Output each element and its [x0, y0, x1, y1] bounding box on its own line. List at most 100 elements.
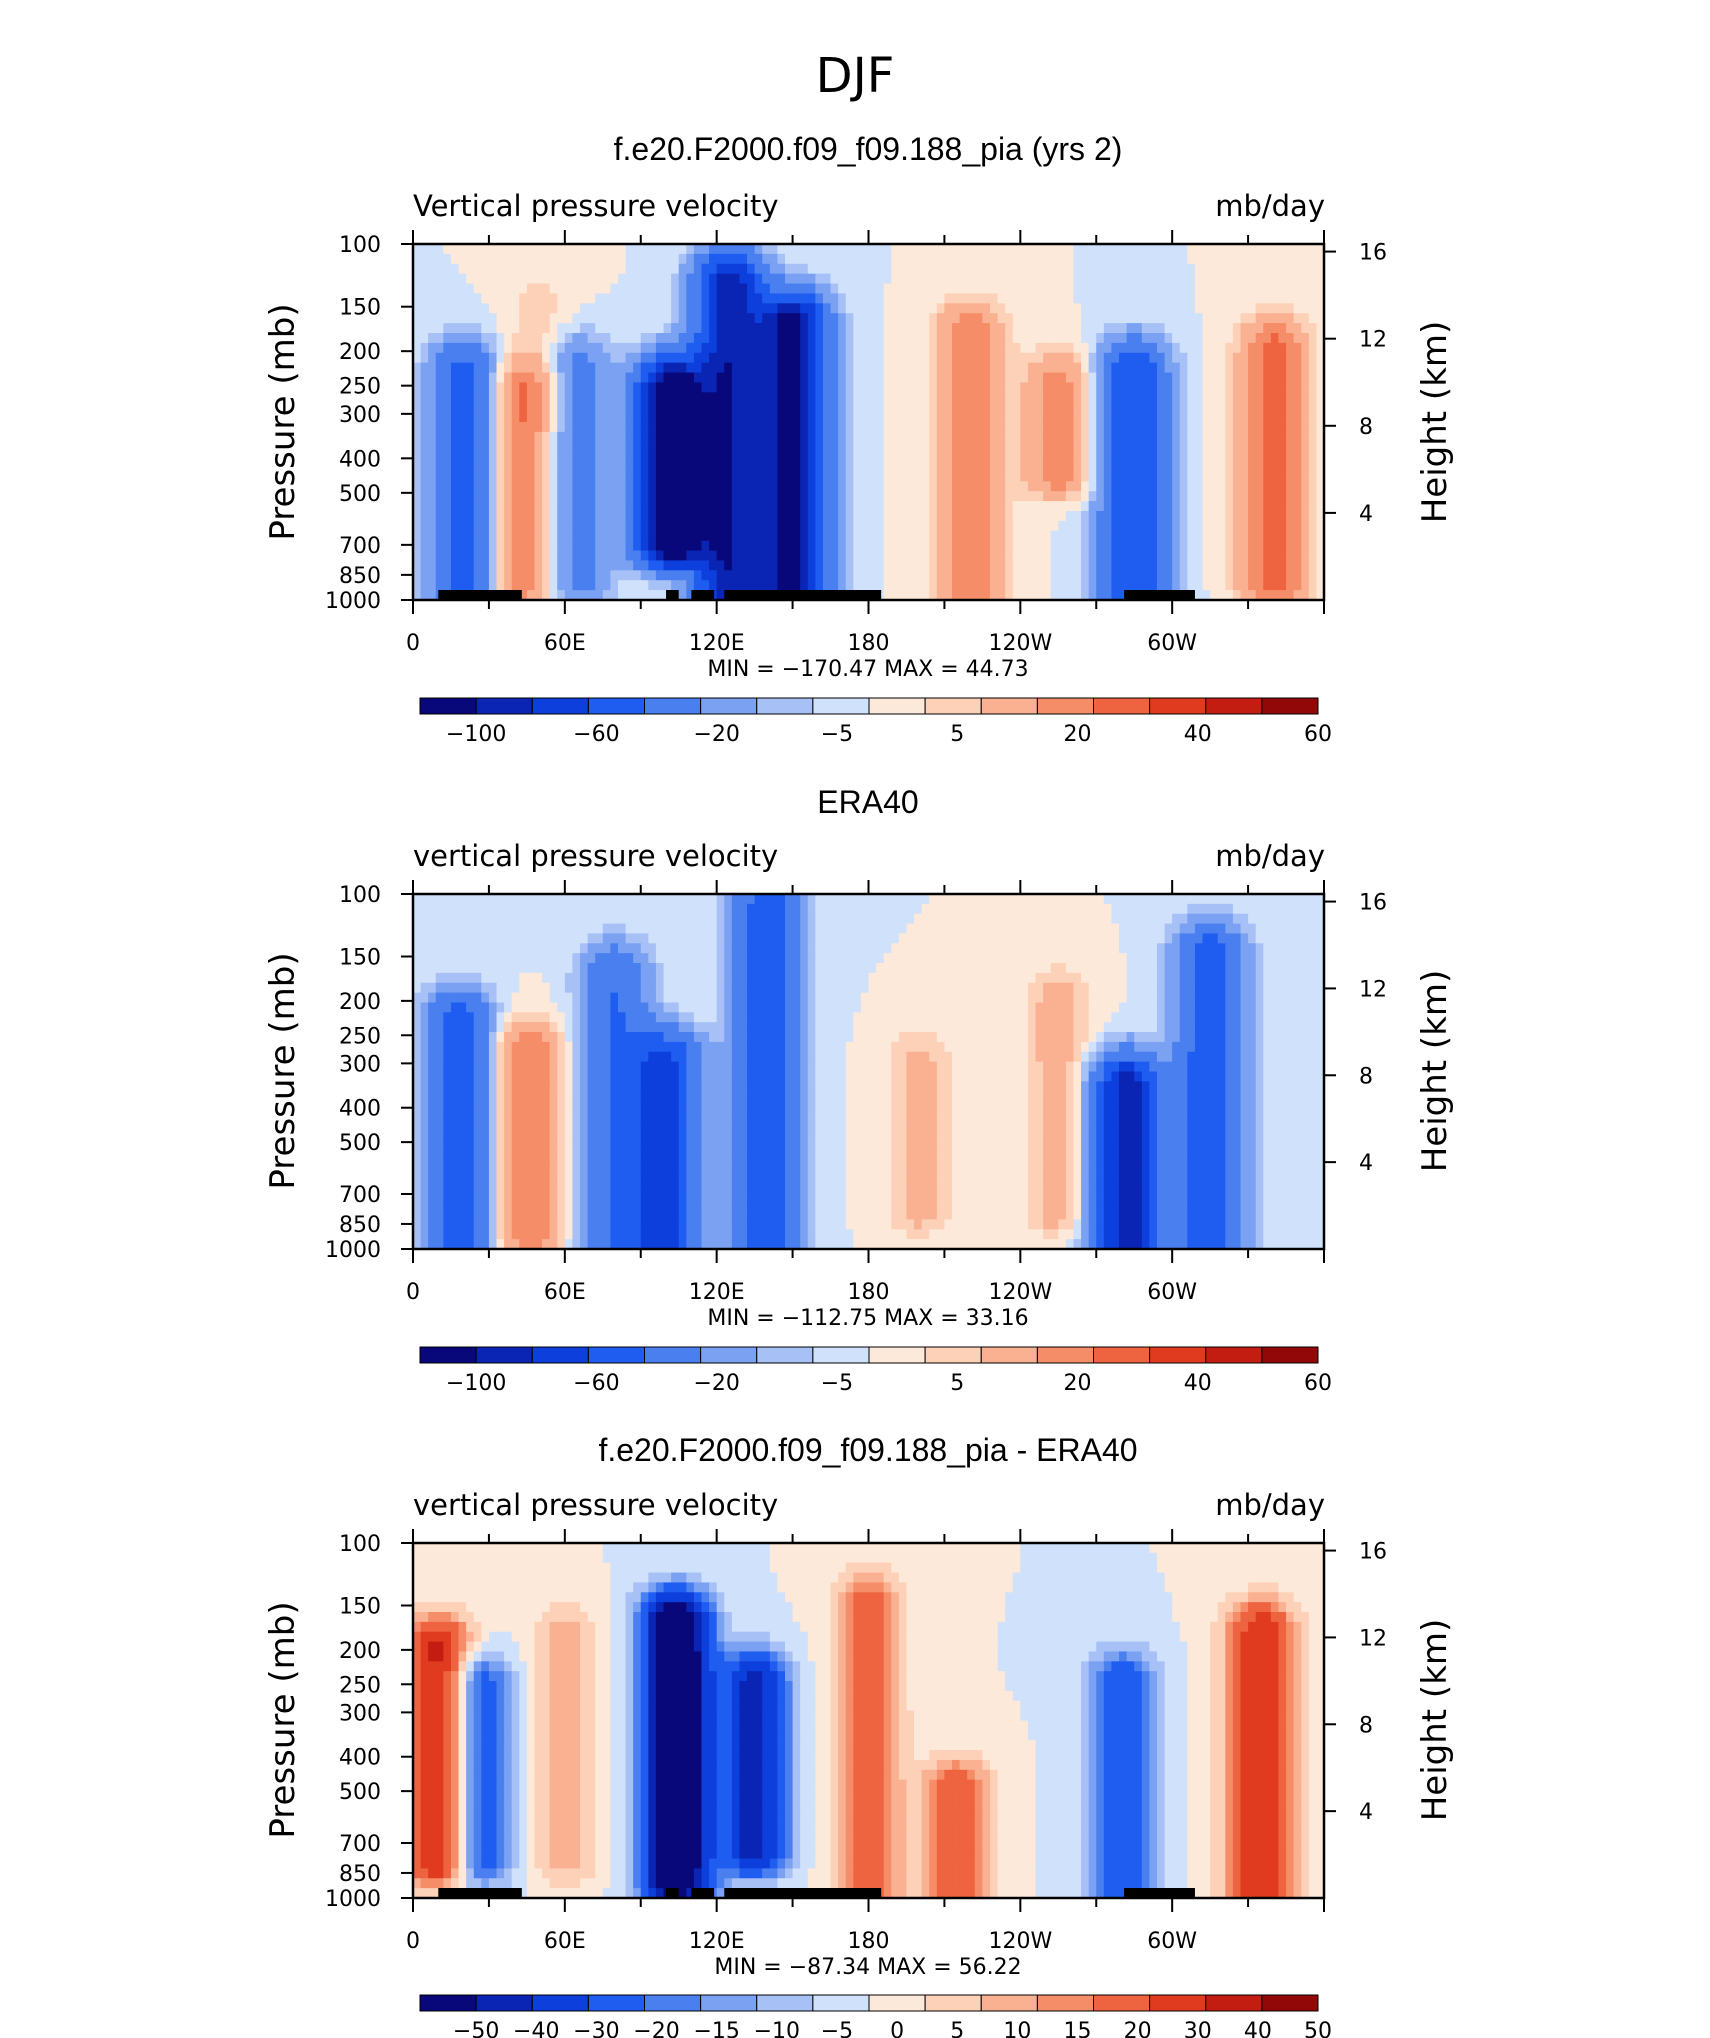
colorbar-label: −20	[693, 1371, 739, 1396]
colorbar-box	[644, 1346, 702, 1364]
y-tick-label: 150	[339, 946, 381, 971]
colorbar-box	[419, 1994, 477, 2012]
colorbar-box	[1036, 1994, 1094, 2012]
x-tick-label: 60E	[544, 1280, 586, 1305]
panel-units-label: mb/day	[1215, 839, 1325, 873]
y2-tick-label: 12	[1359, 977, 1387, 1002]
colorbar-box	[1036, 1346, 1094, 1364]
figure-title: DJF	[816, 48, 895, 104]
y-tick-label: 100	[339, 233, 381, 258]
min-max-stats: MIN = −170.47 MAX = 44.73	[707, 657, 1028, 682]
colorbar-label: −30	[573, 2019, 619, 2038]
colorbar-label: −60	[573, 722, 619, 747]
y2-axis-label: Height (km)	[1415, 970, 1455, 1173]
x-tick-label: 120E	[689, 1280, 745, 1305]
y-tick-label: 700	[339, 1183, 381, 1208]
x-tick-label: 60W	[1147, 631, 1197, 656]
y2-tick-label: 8	[1359, 415, 1373, 440]
colorbar-box	[1261, 1346, 1319, 1364]
colorbar-box	[1149, 697, 1207, 715]
colorbar-label: 10	[1003, 2019, 1031, 2038]
colorbar-box	[980, 1346, 1038, 1364]
y-tick-label: 150	[339, 296, 381, 321]
x-tick-label: 120E	[689, 1929, 745, 1954]
panel-title: f.e20.F2000.f09_f09.188_pia - ERA40	[598, 1432, 1137, 1468]
colorbar-label: 50	[1304, 2019, 1332, 2038]
land-mask	[1124, 1888, 1195, 1898]
colorbar-box	[980, 1994, 1038, 2012]
x-tick-label: 180	[848, 1280, 890, 1305]
y2-tick-label: 4	[1359, 1151, 1373, 1176]
colorbar-box	[644, 697, 702, 715]
colorbar-box	[812, 1346, 870, 1364]
colorbar-box	[531, 1994, 589, 2012]
colorbar-box	[1093, 1346, 1151, 1364]
colorbar-label: 40	[1184, 722, 1212, 747]
colorbar-label: −5	[821, 1371, 853, 1396]
panel-units-label: mb/day	[1215, 189, 1325, 223]
contour-field	[413, 244, 1324, 600]
colorbar-box	[756, 697, 814, 715]
x-tick-label: 180	[848, 1929, 890, 1954]
land-mask	[724, 590, 882, 600]
y-tick-label: 700	[339, 1832, 381, 1857]
colorbar-box	[1036, 697, 1094, 715]
land-mask	[691, 1888, 715, 1898]
colorbar-box	[419, 1346, 477, 1364]
colorbar-label: 20	[1063, 722, 1091, 747]
colorbar-box	[812, 697, 870, 715]
y2-tick-label: 12	[1359, 328, 1387, 353]
colorbar-box	[1149, 1346, 1207, 1364]
colorbar-label: 5	[950, 722, 964, 747]
x-tick-label: 120W	[988, 1929, 1052, 1954]
y-tick-label: 1000	[325, 589, 381, 614]
land-mask	[438, 590, 522, 600]
colorbar: −50 −40 −30 −20 −15 −10 −5 0 5 10 15 20 30 40 50	[419, 1994, 1332, 2038]
y-tick-label: 700	[339, 534, 381, 559]
y-tick-label: 500	[339, 482, 381, 507]
colorbar-box	[756, 1994, 814, 2012]
colorbar: −100 −60 −20 −5 5 20 40 60	[419, 697, 1332, 747]
colorbar-label: 40	[1184, 1371, 1212, 1396]
colorbar-box	[1149, 1994, 1207, 2012]
panel-title: ERA40	[817, 784, 918, 820]
panel-model: f.e20.F2000.f09_f09.188_pia (yrs 2) Vert…	[263, 131, 1455, 747]
colorbar-label: 20	[1124, 2019, 1152, 2038]
y2-tick-label: 8	[1359, 1713, 1373, 1738]
colorbar-box	[475, 1346, 533, 1364]
x-tick-label: 60E	[544, 631, 586, 656]
y-tick-label: 1000	[325, 1238, 381, 1263]
y-tick-label: 200	[339, 340, 381, 365]
y2-axis-label: Height (km)	[1415, 1619, 1455, 1822]
colorbar-box	[531, 697, 589, 715]
colorbar-box	[1261, 1994, 1319, 2012]
colorbar-label: 0	[890, 2019, 904, 2038]
y-tick-label: 500	[339, 1780, 381, 1805]
y-tick-label: 850	[339, 564, 381, 589]
colorbar-label: 30	[1184, 2019, 1212, 2038]
y2-tick-label: 12	[1359, 1626, 1387, 1651]
colorbar-box	[756, 1346, 814, 1364]
y-tick-label: 250	[339, 375, 381, 400]
panel-variable-label: Vertical pressure velocity	[413, 189, 779, 223]
x-tick-label: 60E	[544, 1929, 586, 1954]
y2-tick-label: 8	[1359, 1064, 1373, 1089]
colorbar-box	[924, 697, 982, 715]
colorbar-label: −20	[633, 2019, 679, 2038]
colorbar-label: 15	[1063, 2019, 1091, 2038]
colorbar-box	[1205, 1346, 1263, 1364]
colorbar-box	[1205, 697, 1263, 715]
y-tick-label: 300	[339, 403, 381, 428]
colorbar-box	[700, 697, 758, 715]
colorbar-label: −20	[693, 722, 739, 747]
colorbar-box	[419, 697, 477, 715]
y-axis-label: Pressure (mb)	[263, 303, 303, 540]
y-axis-label: Pressure (mb)	[263, 952, 303, 1189]
min-max-stats: MIN = −87.34 MAX = 56.22	[714, 1955, 1021, 1980]
y-tick-label: 300	[339, 1052, 381, 1077]
contour-plot	[413, 894, 1324, 1249]
y-axis-label: Pressure (mb)	[263, 1601, 303, 1838]
contour-field	[413, 1543, 1324, 1898]
land-mask	[1124, 590, 1195, 600]
